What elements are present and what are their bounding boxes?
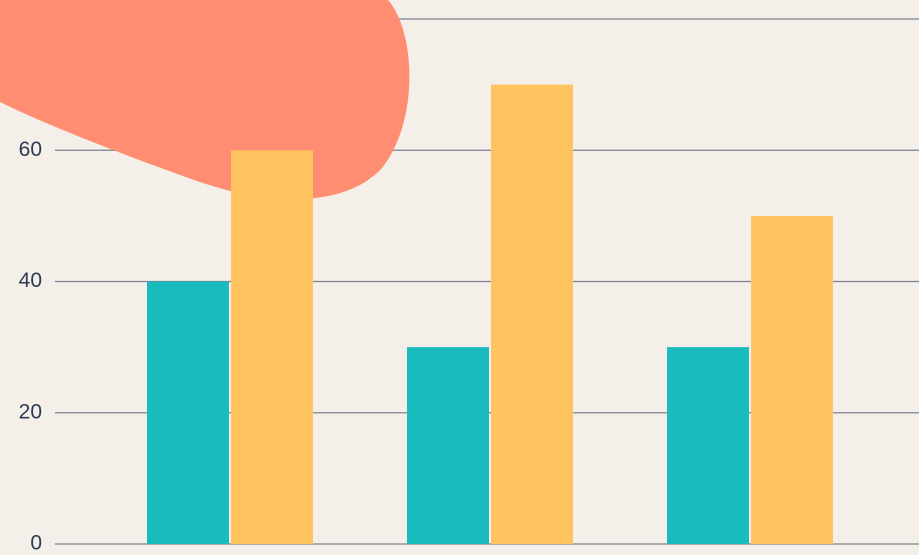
y-tick-label: 0	[30, 532, 42, 555]
page: {"chart_data": {"type": "bar", "categori…	[0, 0, 919, 555]
bar	[751, 216, 833, 544]
bar	[407, 347, 489, 544]
decorative-blob	[0, 0, 409, 199]
bar-layer	[147, 85, 833, 544]
y-tick-label: 20	[19, 400, 42, 423]
bar	[147, 282, 229, 545]
chart: 020406080	[0, 0, 919, 555]
bar	[667, 347, 749, 544]
y-tick-label: 60	[19, 138, 42, 161]
y-tick-label: 40	[19, 269, 42, 292]
bar	[491, 85, 573, 544]
bar	[231, 150, 313, 544]
